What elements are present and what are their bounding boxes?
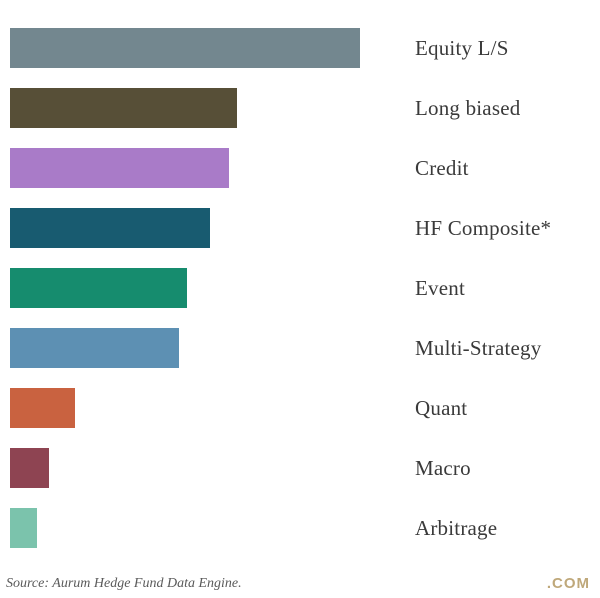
bar-area [0,258,395,318]
bar-area [0,198,395,258]
bar [10,448,49,488]
bar-area [0,378,395,438]
bar-label: HF Composite* [395,216,600,241]
bar-label: Credit [395,156,600,181]
bar-label: Multi-Strategy [395,336,600,361]
source-text: Source: Aurum Hedge Fund Data Engine. [6,576,242,592]
bar-label: Macro [395,456,600,481]
bar [10,208,210,248]
watermark-text: .COM [547,575,590,592]
chart-row: Equity L/S [0,18,600,78]
bar-label: Event [395,276,600,301]
chart-row: Macro [0,438,600,498]
bar-label: Quant [395,396,600,421]
bar [10,28,360,68]
bar [10,148,229,188]
bar [10,508,37,548]
chart-row: Event [0,258,600,318]
chart-row: Arbitrage [0,498,600,558]
bar-label: Equity L/S [395,36,600,61]
chart-row: HF Composite* [0,198,600,258]
bar-area [0,498,395,558]
chart-container: Equity L/S Long biased Credit HF Composite*… [0,0,600,598]
chart-row: Quant [0,378,600,438]
chart-row: Multi-Strategy [0,318,600,378]
chart-footer: Source: Aurum Hedge Fund Data Engine. .C… [6,575,590,592]
bar-area [0,138,395,198]
bar-label: Arbitrage [395,516,600,541]
bar-area [0,318,395,378]
bar-label: Long biased [395,96,600,121]
chart-row: Long biased [0,78,600,138]
bar [10,268,187,308]
bar [10,328,179,368]
chart-row: Credit [0,138,600,198]
bar [10,388,75,428]
bar-area [0,78,395,138]
bar [10,88,237,128]
bar-area [0,438,395,498]
bar-area [0,18,395,78]
